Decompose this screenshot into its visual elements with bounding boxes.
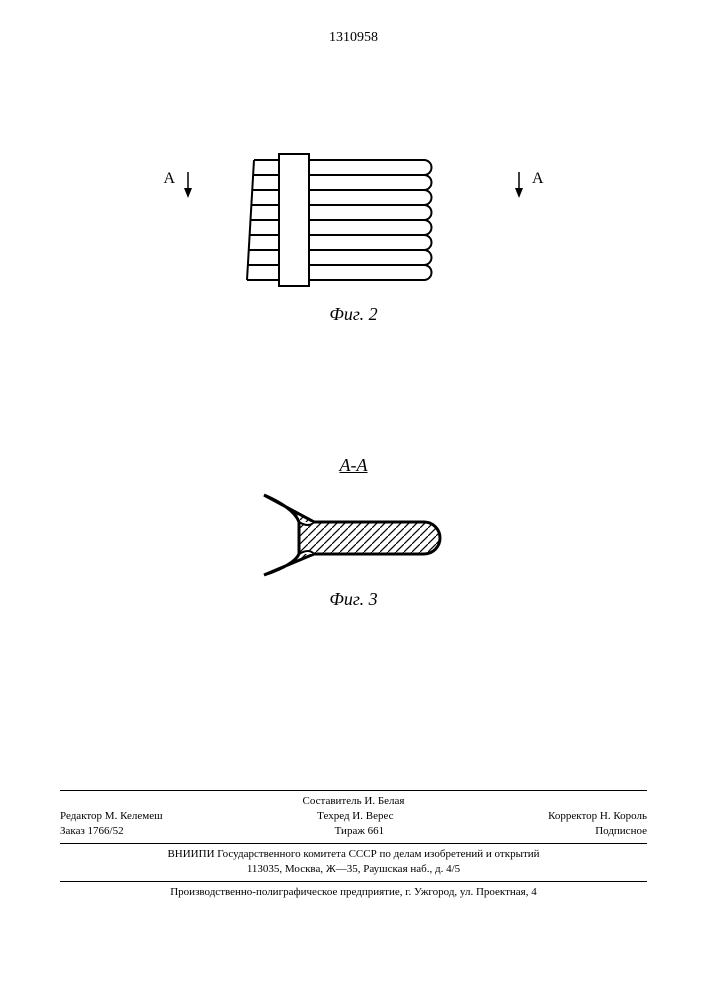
figure-3: Фиг. 3 <box>244 480 464 610</box>
subscription: Подписное <box>595 824 647 839</box>
page-number: 1310958 <box>329 30 378 46</box>
section-mark-left: А <box>164 170 198 200</box>
tech-editor: Техред И. Верес <box>317 809 393 824</box>
fig2-label: Фиг. 2 <box>174 304 534 325</box>
fig3-drawing <box>244 480 464 580</box>
section-mark-right: А <box>510 170 544 200</box>
corrector: Корректор Н. Король <box>548 809 647 824</box>
order-number: Заказ 1766/52 <box>60 824 124 839</box>
compiler-line: Составитель И. Белая <box>60 794 647 809</box>
editor: Редактор М. Келемеш <box>60 809 163 824</box>
section-letter-a-right: А <box>532 170 544 187</box>
footer-block: Составитель И. Белая Редактор М. Келемеш… <box>60 787 647 900</box>
org-line1: ВНИИПИ Государственного комитета СССР по… <box>60 847 647 862</box>
fig2-drawing <box>224 150 484 300</box>
section-label-aa: А-А <box>340 455 368 476</box>
circulation: Тираж 661 <box>335 824 385 839</box>
section-letter-a-left: А <box>164 170 176 187</box>
org-line2: 113035, Москва, Ж—35, Раушская наб., д. … <box>60 862 647 877</box>
figure-2: А А Фиг. 2 <box>174 150 534 330</box>
press-line: Производственно-полиграфическое предприя… <box>60 885 647 900</box>
fig3-label: Фиг. 3 <box>244 589 464 610</box>
